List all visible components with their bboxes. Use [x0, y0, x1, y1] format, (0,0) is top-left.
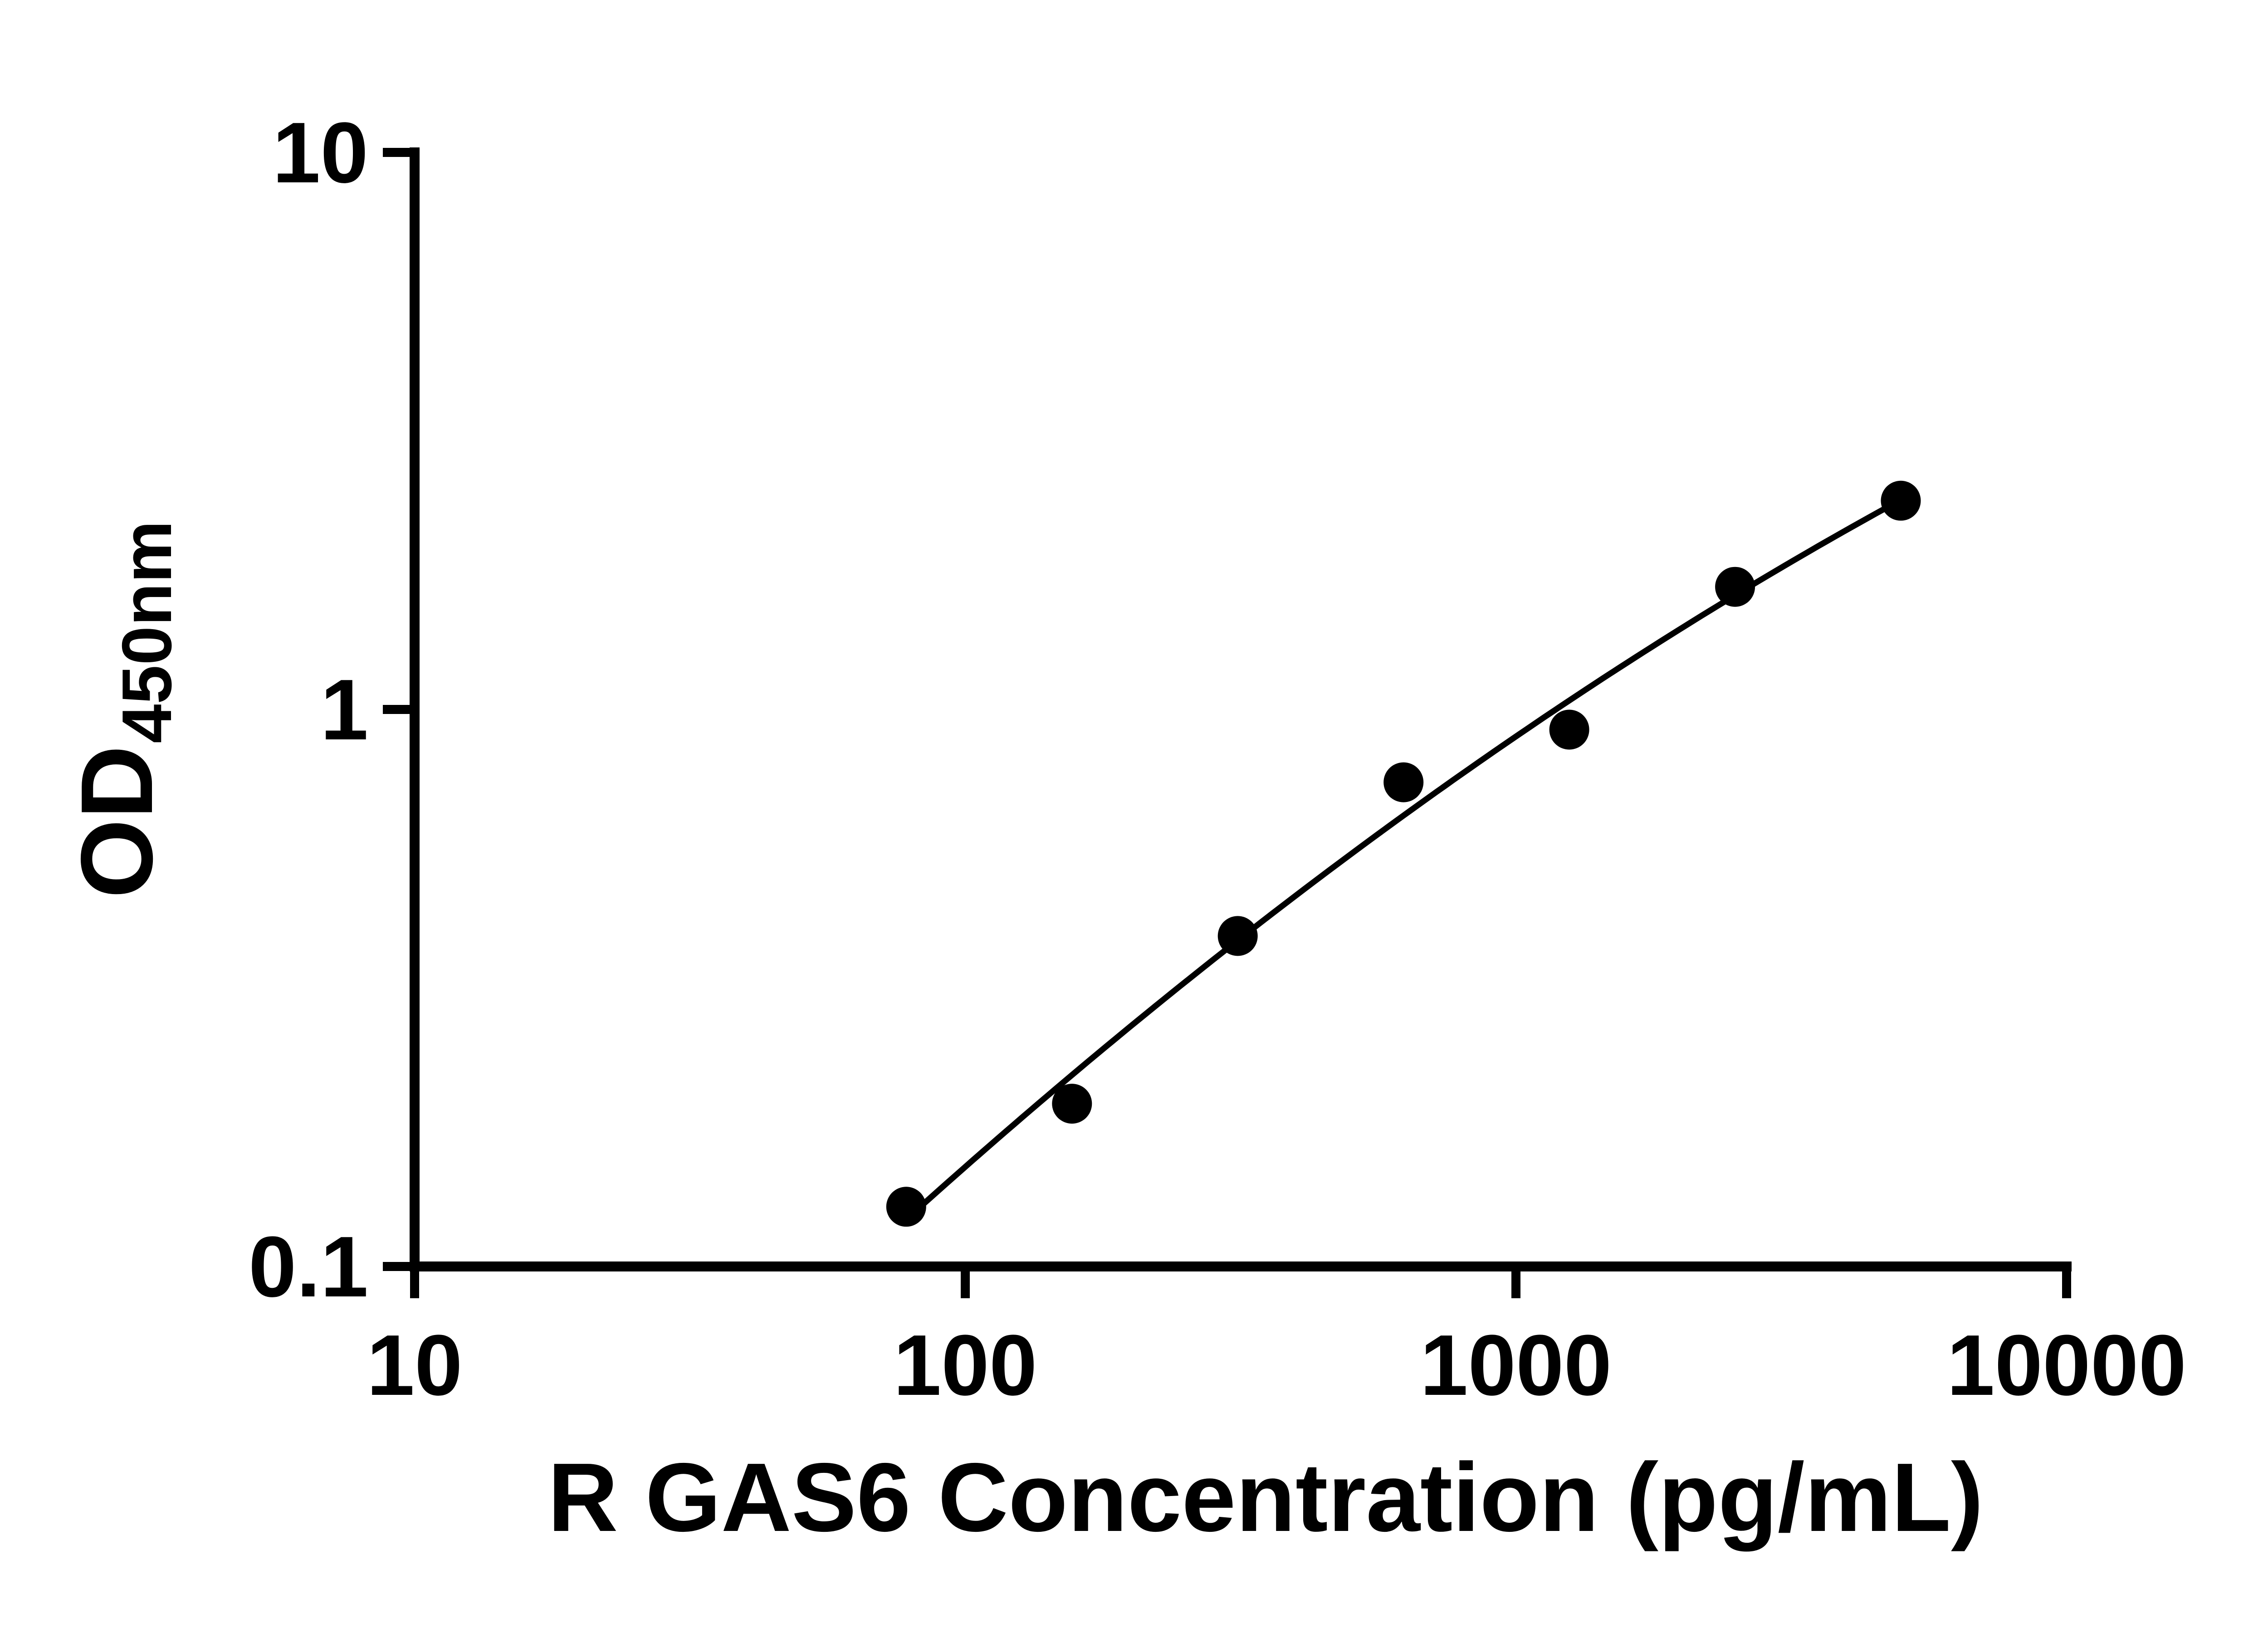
- x-tick-label: 1000: [1420, 1317, 1612, 1413]
- x-tick-label: 10000: [1947, 1317, 2186, 1413]
- tick-labels: 10 100 1000 10000 0.1 1 10: [249, 105, 2186, 1413]
- x-tick-label: 100: [893, 1317, 1037, 1413]
- x-axis-title: R GAS6 Concentration (pg/mL): [547, 1442, 1983, 1552]
- data-point: [1383, 762, 1424, 802]
- y-tick-label: 0.1: [249, 1219, 368, 1315]
- axis-lines: [410, 147, 2072, 1271]
- axes: [410, 147, 2072, 1271]
- y-axis-title-main: OD: [59, 745, 174, 899]
- data-point: [1881, 480, 1921, 521]
- data-point: [1217, 916, 1258, 956]
- y-tick-label: 1: [320, 662, 368, 758]
- data-point: [1715, 567, 1755, 607]
- data-points-layer: [886, 480, 1921, 1227]
- ticks: [383, 148, 2071, 1298]
- y-axis-title-subscript: 450nm: [108, 520, 186, 743]
- data-point: [886, 1187, 926, 1227]
- data-point: [1052, 1084, 1092, 1124]
- y-tick-label: 10: [273, 105, 368, 201]
- x-tick-label: 10: [367, 1317, 462, 1413]
- y-axis-title: OD 450nm: [59, 520, 186, 898]
- data-point: [1549, 709, 1589, 750]
